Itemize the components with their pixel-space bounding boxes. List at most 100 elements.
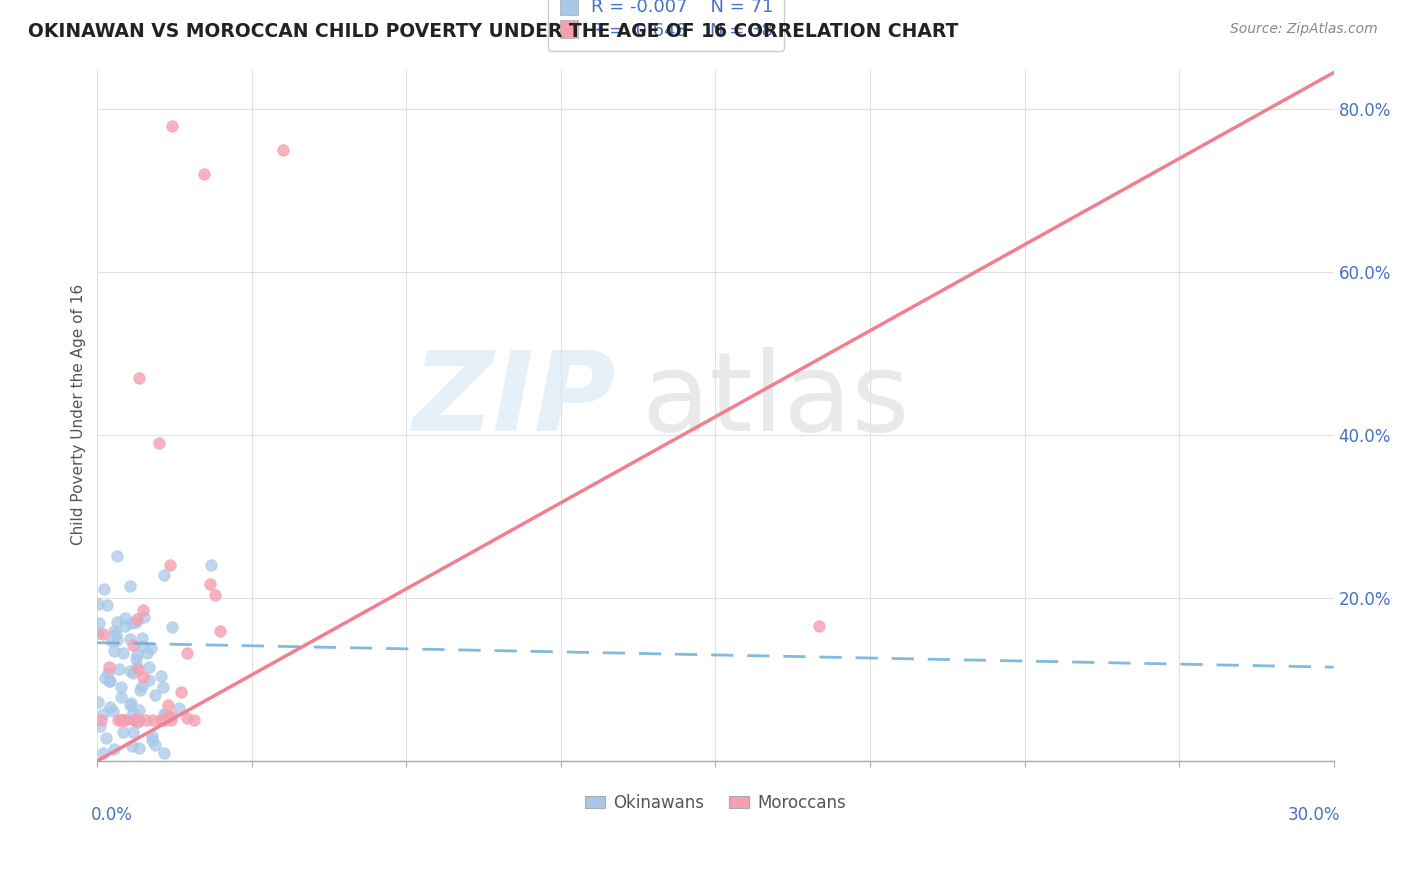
Point — [160, 708, 183, 723]
Point — [128, 713, 150, 727]
Point — [143, 688, 166, 702]
Point — [128, 741, 150, 756]
Point — [176, 646, 198, 660]
Point — [159, 558, 181, 572]
Point — [100, 634, 122, 648]
Point — [132, 670, 155, 684]
Point — [132, 603, 155, 617]
Point — [118, 698, 141, 712]
Point — [121, 725, 143, 739]
Point — [114, 619, 136, 633]
Point — [110, 713, 132, 727]
Point — [120, 579, 142, 593]
Point — [127, 714, 149, 729]
Text: 30.0%: 30.0% — [1288, 805, 1340, 824]
Point — [114, 611, 136, 625]
Point — [96, 598, 118, 612]
Point — [124, 713, 146, 727]
Point — [105, 627, 128, 641]
Point — [807, 619, 830, 633]
Point — [105, 615, 128, 630]
Point — [141, 732, 163, 747]
Point — [112, 713, 135, 727]
Point — [128, 683, 150, 698]
Point — [160, 620, 183, 634]
Point — [127, 660, 149, 674]
Point — [101, 705, 124, 719]
Text: OKINAWAN VS MOROCCAN CHILD POVERTY UNDER THE AGE OF 16 CORRELATION CHART: OKINAWAN VS MOROCCAN CHILD POVERTY UNDER… — [28, 22, 959, 41]
Text: ZIP: ZIP — [413, 347, 617, 454]
Point — [111, 646, 134, 660]
Point — [118, 632, 141, 647]
Text: Source: ZipAtlas.com: Source: ZipAtlas.com — [1230, 22, 1378, 37]
Point — [122, 713, 145, 727]
Point — [121, 615, 143, 630]
Point — [150, 669, 173, 683]
Point — [91, 706, 114, 721]
Point — [97, 666, 120, 681]
Point — [103, 742, 125, 756]
Point — [122, 639, 145, 653]
Point — [121, 739, 143, 753]
Point — [94, 671, 117, 685]
Point — [183, 713, 205, 727]
Point — [111, 725, 134, 739]
Point — [152, 713, 174, 727]
Point — [149, 713, 172, 727]
Legend: Okinawans, Moroccans: Okinawans, Moroccans — [578, 787, 853, 818]
Point — [204, 588, 226, 602]
Point — [120, 664, 142, 678]
Point — [98, 674, 121, 689]
Text: atlas: atlas — [641, 347, 910, 454]
Point — [167, 701, 190, 715]
Point — [91, 746, 114, 760]
Point — [90, 713, 112, 727]
Point — [152, 681, 174, 695]
Point — [152, 706, 174, 721]
Point — [153, 707, 176, 722]
Point — [100, 699, 122, 714]
Point — [132, 639, 155, 653]
Point — [138, 673, 160, 688]
Point — [87, 625, 110, 640]
Point — [131, 679, 153, 693]
Point — [96, 731, 118, 745]
Point — [143, 739, 166, 753]
Point — [142, 713, 165, 727]
Point — [110, 690, 132, 704]
Point — [160, 119, 183, 133]
Point — [103, 644, 125, 658]
Point — [141, 729, 163, 743]
Point — [110, 680, 132, 694]
Point — [156, 698, 179, 712]
Point — [127, 662, 149, 676]
Point — [159, 713, 181, 727]
Point — [176, 711, 198, 725]
Point — [105, 549, 128, 563]
Point — [103, 624, 125, 638]
Point — [114, 713, 136, 727]
Y-axis label: Child Poverty Under the Age of 16: Child Poverty Under the Age of 16 — [72, 285, 86, 545]
Point — [148, 436, 170, 450]
Point — [108, 662, 131, 676]
Point — [152, 568, 174, 582]
Point — [135, 713, 157, 727]
Point — [131, 631, 153, 645]
Point — [107, 713, 129, 727]
Point — [87, 597, 110, 611]
Point — [111, 713, 134, 727]
Text: 0.0%: 0.0% — [91, 805, 134, 824]
Point — [98, 674, 121, 689]
Point — [138, 659, 160, 673]
Point — [170, 685, 193, 699]
Point — [125, 612, 148, 626]
Point — [128, 371, 150, 385]
Point — [120, 696, 142, 710]
Point — [127, 648, 149, 662]
Point — [87, 695, 110, 709]
Point — [89, 719, 111, 733]
Point — [193, 168, 215, 182]
Point — [198, 576, 221, 591]
Point — [271, 143, 294, 157]
Point — [122, 706, 145, 720]
